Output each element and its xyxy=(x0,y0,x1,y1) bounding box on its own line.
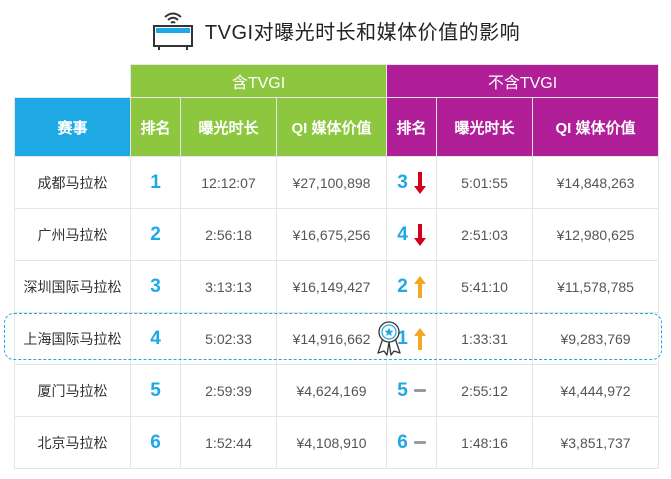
exposure-with-tvgi: 3:13:13 xyxy=(180,260,277,313)
rank-without-tvgi-cell: 3 xyxy=(386,156,438,209)
rank-without-tvgi-wrap: 1 xyxy=(397,327,426,350)
table-row: 北京马拉松 6 1:52:44 ¥4,108,910 6 1:48:16 ¥3,851,73… xyxy=(14,416,660,469)
exposure-with-tvgi: 1:52:44 xyxy=(180,416,277,469)
rank-with-tvgi: 1 xyxy=(130,156,181,209)
title-row: TVGI对曝光时长和媒体价值的影响 xyxy=(0,6,671,54)
group-header-without-tvgi: 不含TVGI xyxy=(386,64,660,98)
col-header-rank-no-tvgi: 排名 xyxy=(386,97,438,157)
table-row: 深圳国际马拉松 3 3:13:13 ¥16,149,427 2 5:41:10 ¥11,57… xyxy=(14,260,660,313)
value-without-tvgi: ¥14,848,263 xyxy=(532,156,660,209)
rank-without-tvgi: 4 xyxy=(397,223,408,245)
rank-without-tvgi: 1 xyxy=(397,327,408,349)
rank-with-tvgi: 5 xyxy=(130,364,181,417)
table-row: 厦门马拉松 5 2:59:39 ¥4,624,169 5 2:55:12 ¥4,444,97… xyxy=(14,364,660,417)
exposure-with-tvgi: 2:59:39 xyxy=(180,364,277,417)
rank-with-tvgi: 6 xyxy=(130,416,181,469)
arrow-down-icon xyxy=(413,223,426,246)
dash-icon xyxy=(413,389,426,392)
value-with-tvgi: ¥16,149,427 xyxy=(275,260,388,313)
value-without-tvgi: ¥3,851,737 xyxy=(532,416,660,469)
table-row: 广州马拉松 2 2:56:18 ¥16,675,256 4 2:51:03 ¥12,980,… xyxy=(14,208,660,261)
rank-without-tvgi: 3 xyxy=(397,171,408,193)
page-title: TVGI对曝光时长和媒体价值的影响 xyxy=(204,21,521,44)
exposure-with-tvgi: 2:56:18 xyxy=(180,208,277,261)
award-ribbon-icon xyxy=(377,321,401,356)
rank-with-tvgi: 2 xyxy=(130,208,181,261)
rank-without-tvgi: 2 xyxy=(397,275,408,297)
value-with-tvgi: ¥16,675,256 xyxy=(275,208,388,261)
exposure-without-tvgi: 1:33:31 xyxy=(436,312,534,365)
table-row: 成都马拉松 1 12:12:07 ¥27,100,898 3 5:01:55 ¥14,848… xyxy=(14,156,660,209)
rank-without-tvgi-cell: 5 xyxy=(386,364,438,417)
value-without-tvgi: ¥11,578,785 xyxy=(532,260,660,313)
col-header-value-no-tvgi: QI 媒体价值 xyxy=(532,97,660,157)
race-name: 厦门马拉松 xyxy=(14,364,131,417)
tv-wifi-icon xyxy=(152,12,193,50)
race-name: 深圳国际马拉松 xyxy=(14,260,131,313)
race-name: 广州马拉松 xyxy=(14,208,131,261)
rank-without-tvgi-wrap: 6 xyxy=(397,432,426,454)
exposure-without-tvgi: 5:41:10 xyxy=(436,260,534,313)
rank-without-tvgi-wrap: 5 xyxy=(397,380,426,402)
ranking-table: 含TVGI 不含TVGI 赛事 排名 曝光时长 QI 媒体价值 排名 曝光时长 … xyxy=(14,64,660,469)
value-with-tvgi: ¥27,100,898 xyxy=(275,156,388,209)
column-header-row: 赛事 排名 曝光时长 QI 媒体价值 排名 曝光时长 QI 媒体价值 xyxy=(14,97,660,157)
group-header-blank xyxy=(14,64,131,98)
col-header-exposure: 曝光时长 xyxy=(180,97,277,157)
col-header-race: 赛事 xyxy=(14,97,131,157)
col-header-rank: 排名 xyxy=(130,97,181,157)
value-with-tvgi: ¥14,916,662 xyxy=(275,312,388,365)
race-name: 成都马拉松 xyxy=(14,156,131,209)
exposure-with-tvgi: 5:02:33 xyxy=(180,312,277,365)
arrow-up-icon xyxy=(413,327,426,350)
rank-without-tvgi-cell: 2 xyxy=(386,260,438,313)
race-name: 上海国际马拉松 xyxy=(14,312,131,365)
rank-without-tvgi: 5 xyxy=(397,379,408,401)
value-with-tvgi: ¥4,624,169 xyxy=(275,364,388,417)
exposure-without-tvgi: 2:51:03 xyxy=(436,208,534,261)
exposure-without-tvgi: 1:48:16 xyxy=(436,416,534,469)
arrow-down-icon xyxy=(413,171,426,194)
exposure-with-tvgi: 12:12:07 xyxy=(180,156,277,209)
col-header-exposure-no-tvgi: 曝光时长 xyxy=(436,97,534,157)
group-header-with-tvgi: 含TVGI xyxy=(129,64,388,98)
value-without-tvgi: ¥4,444,972 xyxy=(532,364,660,417)
group-header-row: 含TVGI 不含TVGI xyxy=(14,64,660,98)
rank-without-tvgi-wrap: 2 xyxy=(397,275,426,298)
rank-with-tvgi: 4 xyxy=(130,312,181,365)
col-header-value: QI 媒体价值 xyxy=(275,97,388,157)
value-with-tvgi: ¥4,108,910 xyxy=(275,416,388,469)
exposure-without-tvgi: 2:55:12 xyxy=(436,364,534,417)
dash-icon xyxy=(413,441,426,444)
rank-without-tvgi-wrap: 3 xyxy=(397,171,426,194)
rank-without-tvgi-cell: 6 xyxy=(386,416,438,469)
rank-without-tvgi-wrap: 4 xyxy=(397,223,426,246)
rank-without-tvgi: 6 xyxy=(397,431,408,453)
arrow-up-icon xyxy=(413,275,426,298)
value-without-tvgi: ¥9,283,769 xyxy=(532,312,660,365)
race-name: 北京马拉松 xyxy=(14,416,131,469)
table-row: 上海国际马拉松 4 5:02:33 ¥14,916,662 1 1:33:31 ¥9,283… xyxy=(14,312,660,365)
exposure-without-tvgi: 5:01:55 xyxy=(436,156,534,209)
rank-with-tvgi: 3 xyxy=(130,260,181,313)
rank-without-tvgi-cell: 4 xyxy=(386,208,438,261)
value-without-tvgi: ¥12,980,625 xyxy=(532,208,660,261)
